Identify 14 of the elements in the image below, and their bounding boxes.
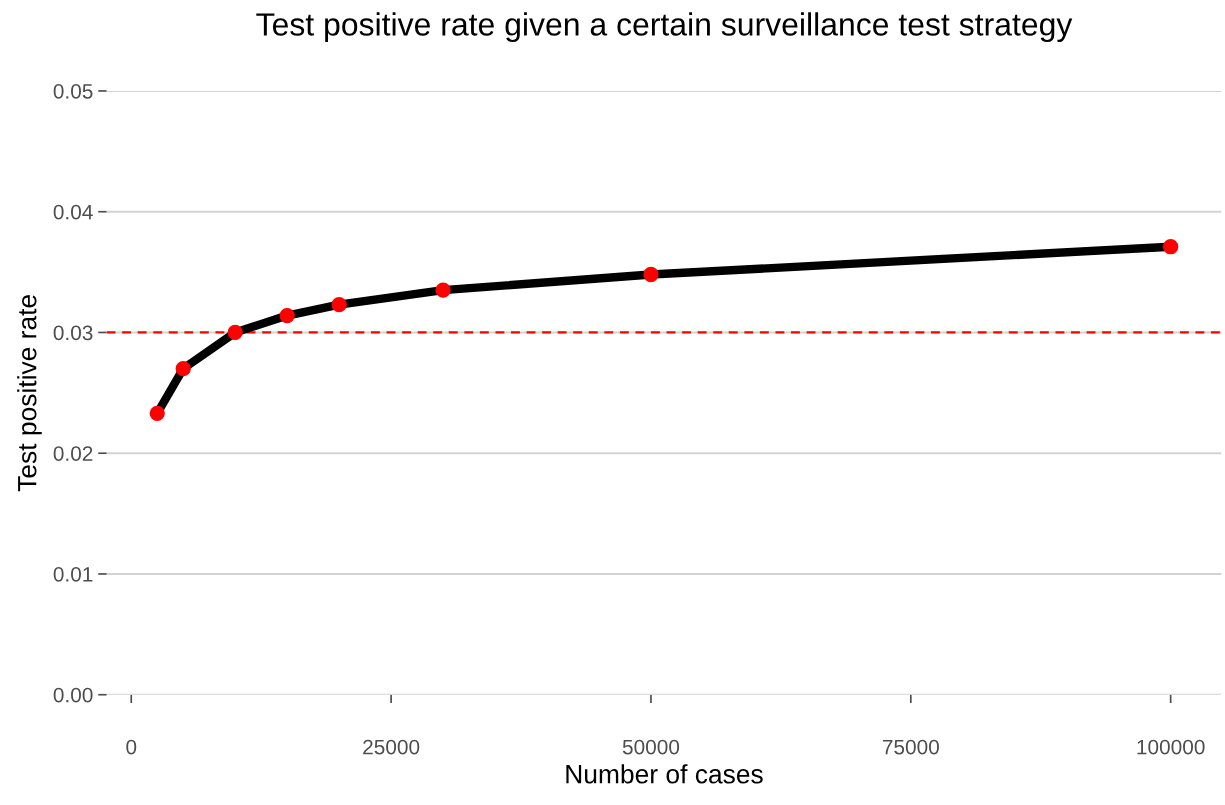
y-tick-label: 0.05 (53, 83, 93, 99)
x-tick-label: 0 (126, 739, 137, 755)
x-tick-label: 75000 (882, 739, 939, 755)
x-axis-title: Number of cases (566, 764, 763, 784)
y-tick-label: 0.04 (53, 204, 93, 220)
x-tick-label: 50000 (622, 739, 680, 755)
y-tick-label: 0.00 (53, 687, 93, 703)
x-tick-label: 100000 (1137, 739, 1205, 755)
chart-title: Test positive rate given a certain surveillance test strategy (256, 12, 1073, 43)
y-axis-title: Test positive rate (17, 295, 42, 492)
y-tick-label: 0.03 (53, 325, 93, 341)
y-tick-label: 0.01 (53, 566, 93, 582)
x-tick-label: 25000 (363, 739, 420, 755)
y-tick-label: 0.02 (53, 446, 93, 461)
